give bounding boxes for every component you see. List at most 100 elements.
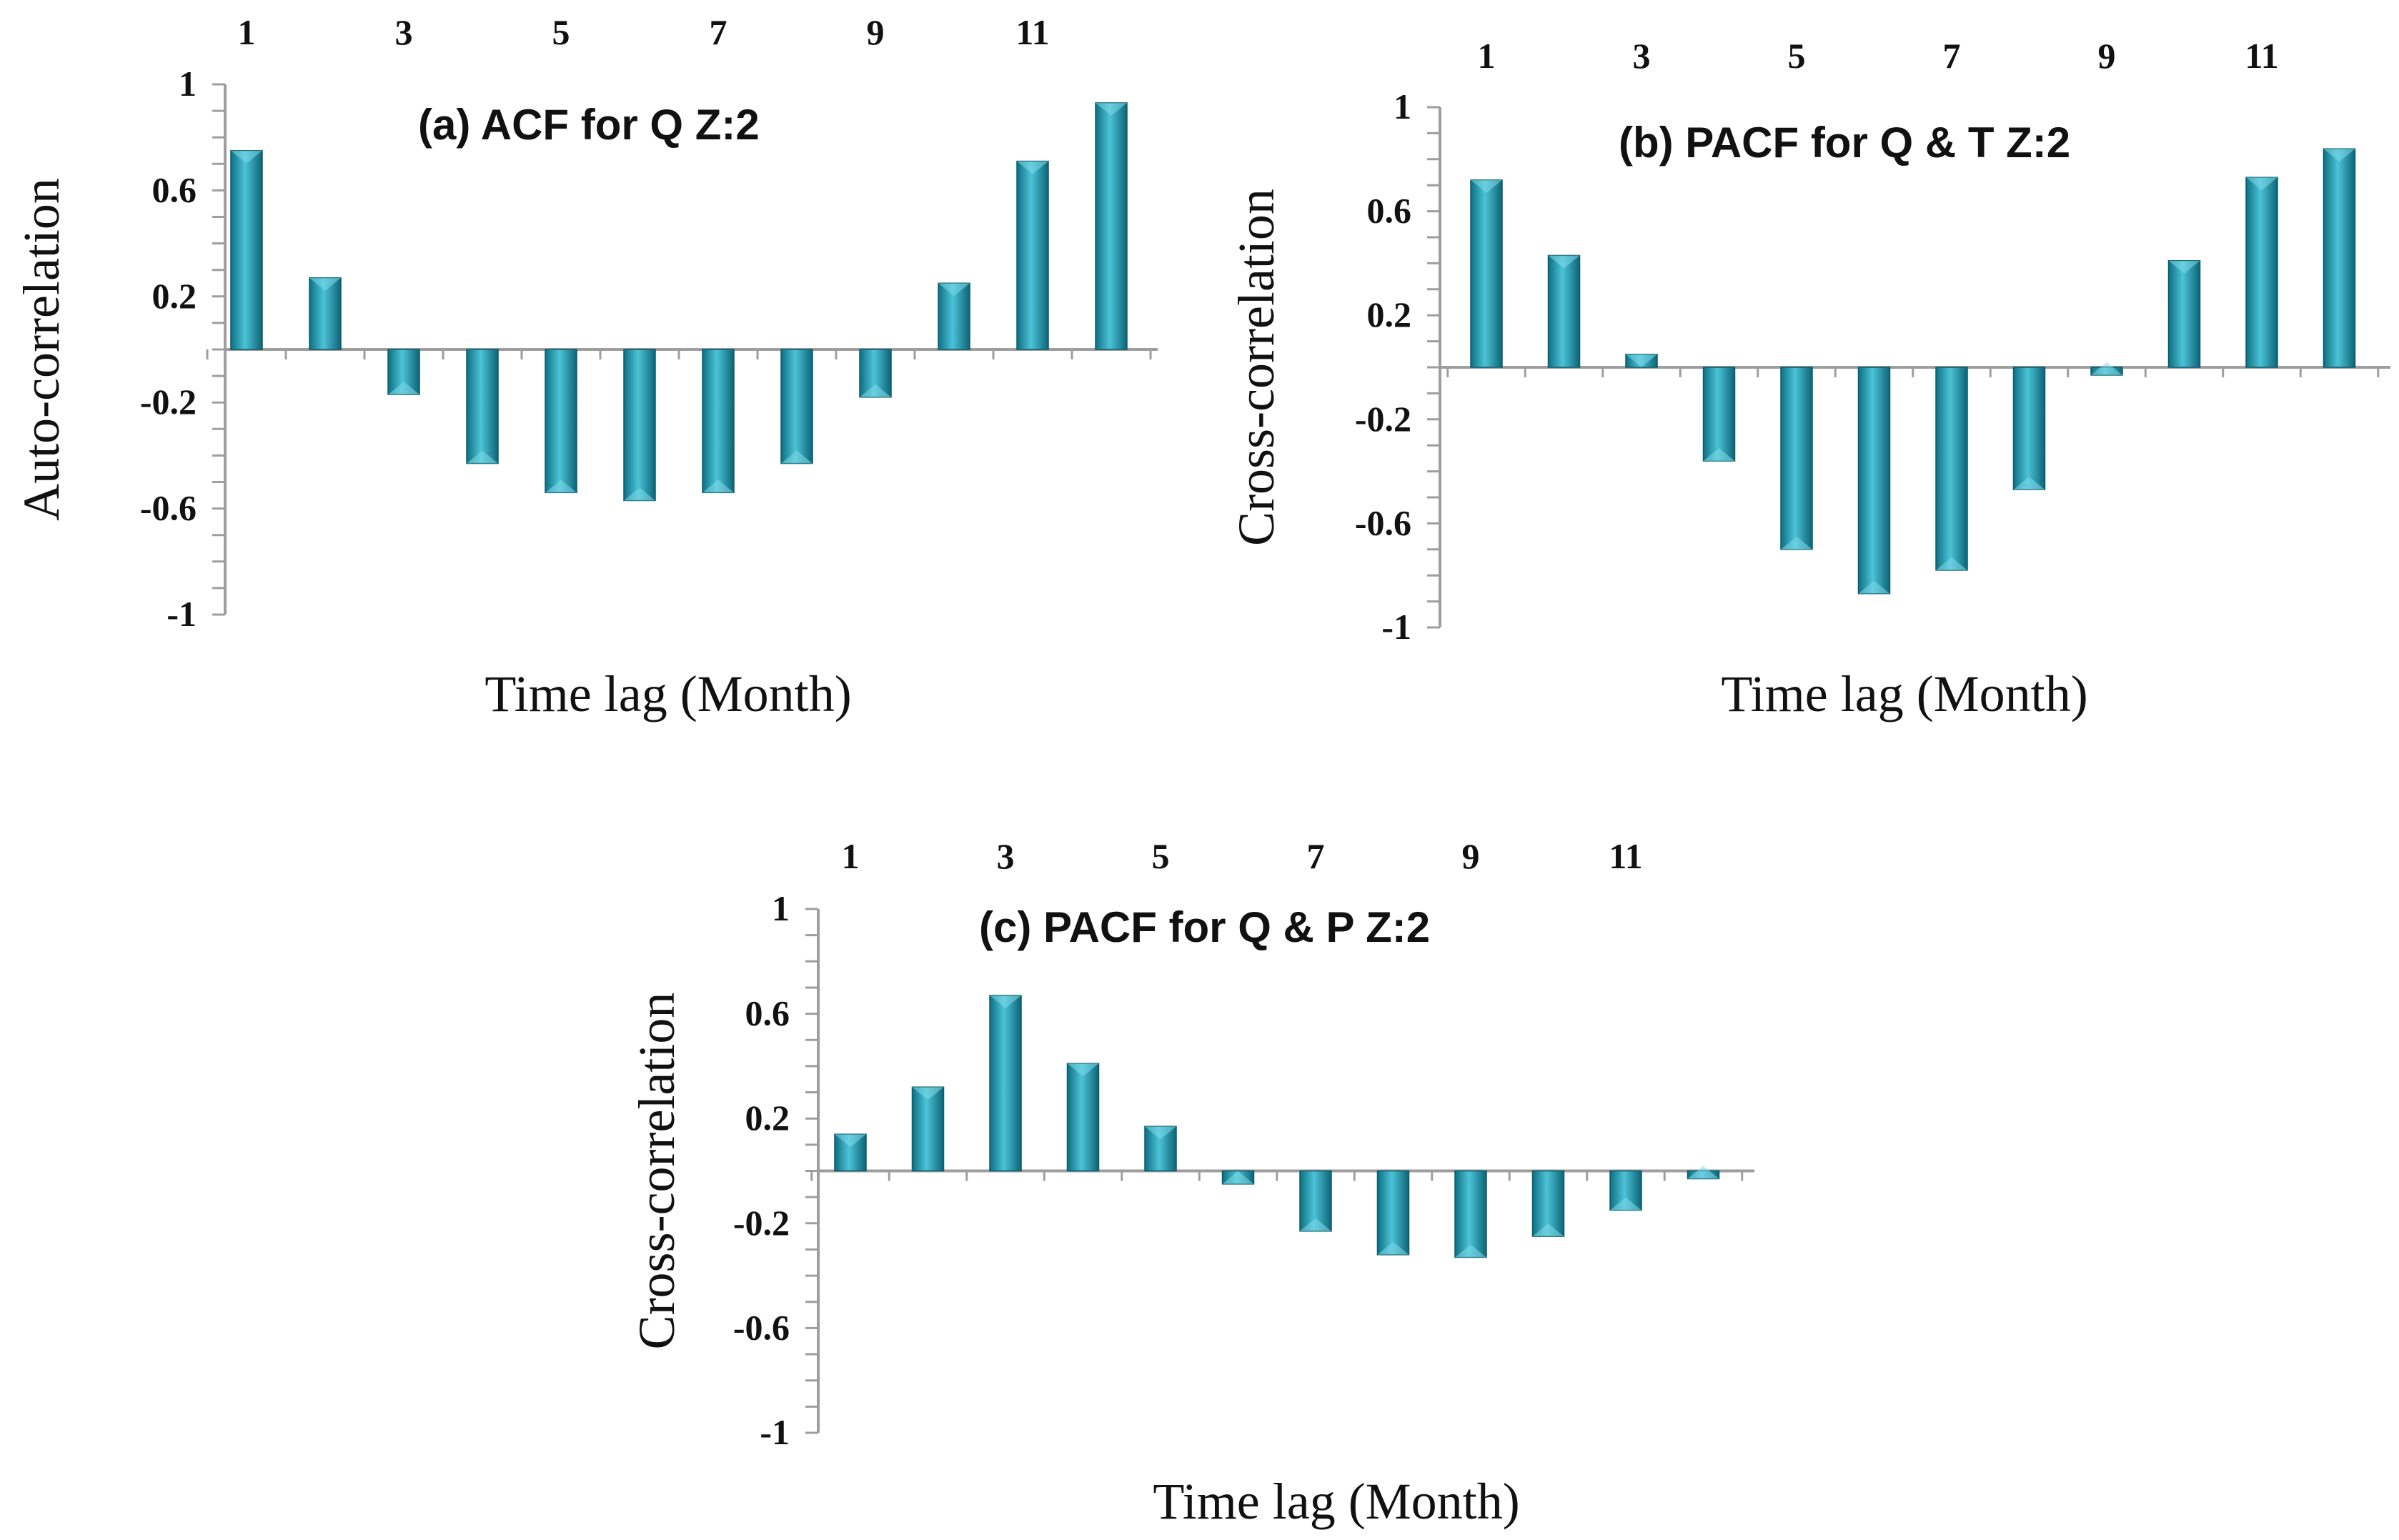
bar-cap [2246,177,2278,191]
bar-cap [1471,179,1502,193]
bar-lag-8 [780,349,813,465]
bar-cap [2323,149,2355,162]
bar-cap [1687,1166,1719,1179]
x-tick-label: 7 [1307,836,1325,876]
bar-cap [545,480,577,493]
bar-cap [1858,580,1890,594]
bar-lag-5 [545,349,577,494]
bar-cap [1610,1197,1641,1211]
y-tick-label: -0.2 [733,1203,790,1243]
bar-cap [938,283,970,297]
bar-lag-1 [1470,179,1503,368]
bar-lag-10 [2167,260,2201,368]
bar-cap [1532,1223,1564,1237]
chart-title: (a) ACF for Q Z:2 [418,101,760,149]
bar-lag-2 [1547,254,1581,368]
x-tick-label: 7 [1943,36,1961,76]
bar-lag-7 [1935,367,1968,571]
x-tick-label: 9 [1462,836,1480,876]
x-tick-label: 11 [1015,12,1049,52]
bar-cap [702,480,734,493]
bar-cap [231,150,262,164]
y-tick-label: 1 [772,888,790,928]
bar-lag-11 [2245,177,2278,368]
bar-lag-7 [702,349,735,494]
bar-lag-4 [466,349,499,465]
bar-cap [309,277,341,291]
x-tick-label: 3 [997,836,1015,876]
y-tick-label: -0.6 [733,1307,790,1347]
x-axis-label: Time lag (Month) [485,665,851,722]
bar-lag-8 [2012,367,2046,490]
bar-cap [1222,1171,1254,1184]
bar-cap [2091,362,2122,375]
bar-cap [1703,448,1735,462]
x-tick-label: 9 [2098,36,2116,76]
x-tick-label: 9 [867,12,885,52]
x-tick-label: 3 [1633,36,1651,76]
bar-cap [781,450,813,464]
y-tick-label: -1 [1381,607,1411,647]
y-tick-label: 0.6 [1367,191,1412,231]
bar-cap [2168,260,2200,274]
bar-cap [1548,255,1580,269]
bar-cap [860,384,891,397]
bar-cap [624,487,655,501]
y-tick-label: 1 [179,64,197,104]
bar-cap [1300,1218,1331,1231]
bar-lag-6 [1857,367,1891,595]
y-tick-label: 0.6 [745,993,790,1033]
y-axis-label: Cross-correlation [628,993,685,1350]
chart-b: 1 0.6 0.2 -0.2 -0.6 -1 1 3 5 7 9 11 (b) PACF for Q &… [1228,36,2390,722]
bar-cap [467,450,498,464]
bar-cap [2013,477,2045,490]
bar-cap [1017,161,1048,174]
chart-c: 1 0.6 0.2 -0.2 -0.6 -1 1 3 5 7 9 11 (c) PACF for Q &… [628,836,1754,1530]
x-tick-label: 1 [238,12,256,52]
x-tick-label: 5 [1152,836,1170,876]
bar-cap [1626,354,1657,367]
y-tick-label: -1 [760,1412,790,1452]
x-tick-label: 5 [1788,36,1806,76]
bar-lag-1 [230,150,263,350]
bar-cap [990,995,1021,1008]
y-tick-label: -0.2 [1355,399,1411,439]
x-tick-label: 11 [2245,36,2278,76]
bar-lag-4 [1066,1063,1100,1172]
x-tick-label: 3 [395,12,413,52]
bar-lag-6 [623,349,656,502]
chart-title: (c) PACF for Q & P Z:2 [979,903,1430,951]
bar-lag-3 [989,995,1022,1172]
y-tick-label: 1 [1394,86,1411,126]
bar-cap [1781,536,1812,550]
x-tick-label: 11 [1609,836,1642,876]
chart-a: 1 0.6 0.2 -0.2 -0.6 -1 1 3 5 7 9 11 (a) ACF for Q Z:… [13,12,1158,722]
y-tick-label: -1 [167,594,197,634]
bar-cap [835,1134,866,1148]
x-axis-label: Time lag (Month) [1153,1473,1519,1530]
bar-lag-4 [1702,367,1736,462]
x-tick-label: 1 [842,836,860,876]
x-tick-label: 7 [710,12,727,52]
bar-lag-9 [1454,1170,1487,1258]
y-tick-label: -0.6 [140,488,197,528]
y-axis-label: Auto-correlation [13,178,70,521]
bar-cap [1145,1126,1176,1140]
bar-cap [1096,102,1127,116]
y-tick-label: -0.2 [140,382,197,422]
bar-cap [388,382,419,395]
bar-cap [912,1087,944,1101]
y-tick-label: 0.6 [152,169,197,209]
bar-lag-12 [1095,102,1128,350]
bar-cap [1377,1241,1409,1255]
y-tick-label: 0.2 [1367,294,1412,334]
bar-cap [1067,1063,1099,1077]
y-tick-label: 0.2 [152,276,197,316]
y-tick-label: -0.6 [1355,502,1411,542]
x-axis-label: Time lag (Month) [1721,665,2087,722]
bar-cap [1455,1244,1486,1258]
chart-title: (b) PACF for Q & T Z:2 [1619,119,2070,167]
x-tick-label: 5 [552,12,570,52]
y-tick-label: 0.2 [745,1098,790,1138]
